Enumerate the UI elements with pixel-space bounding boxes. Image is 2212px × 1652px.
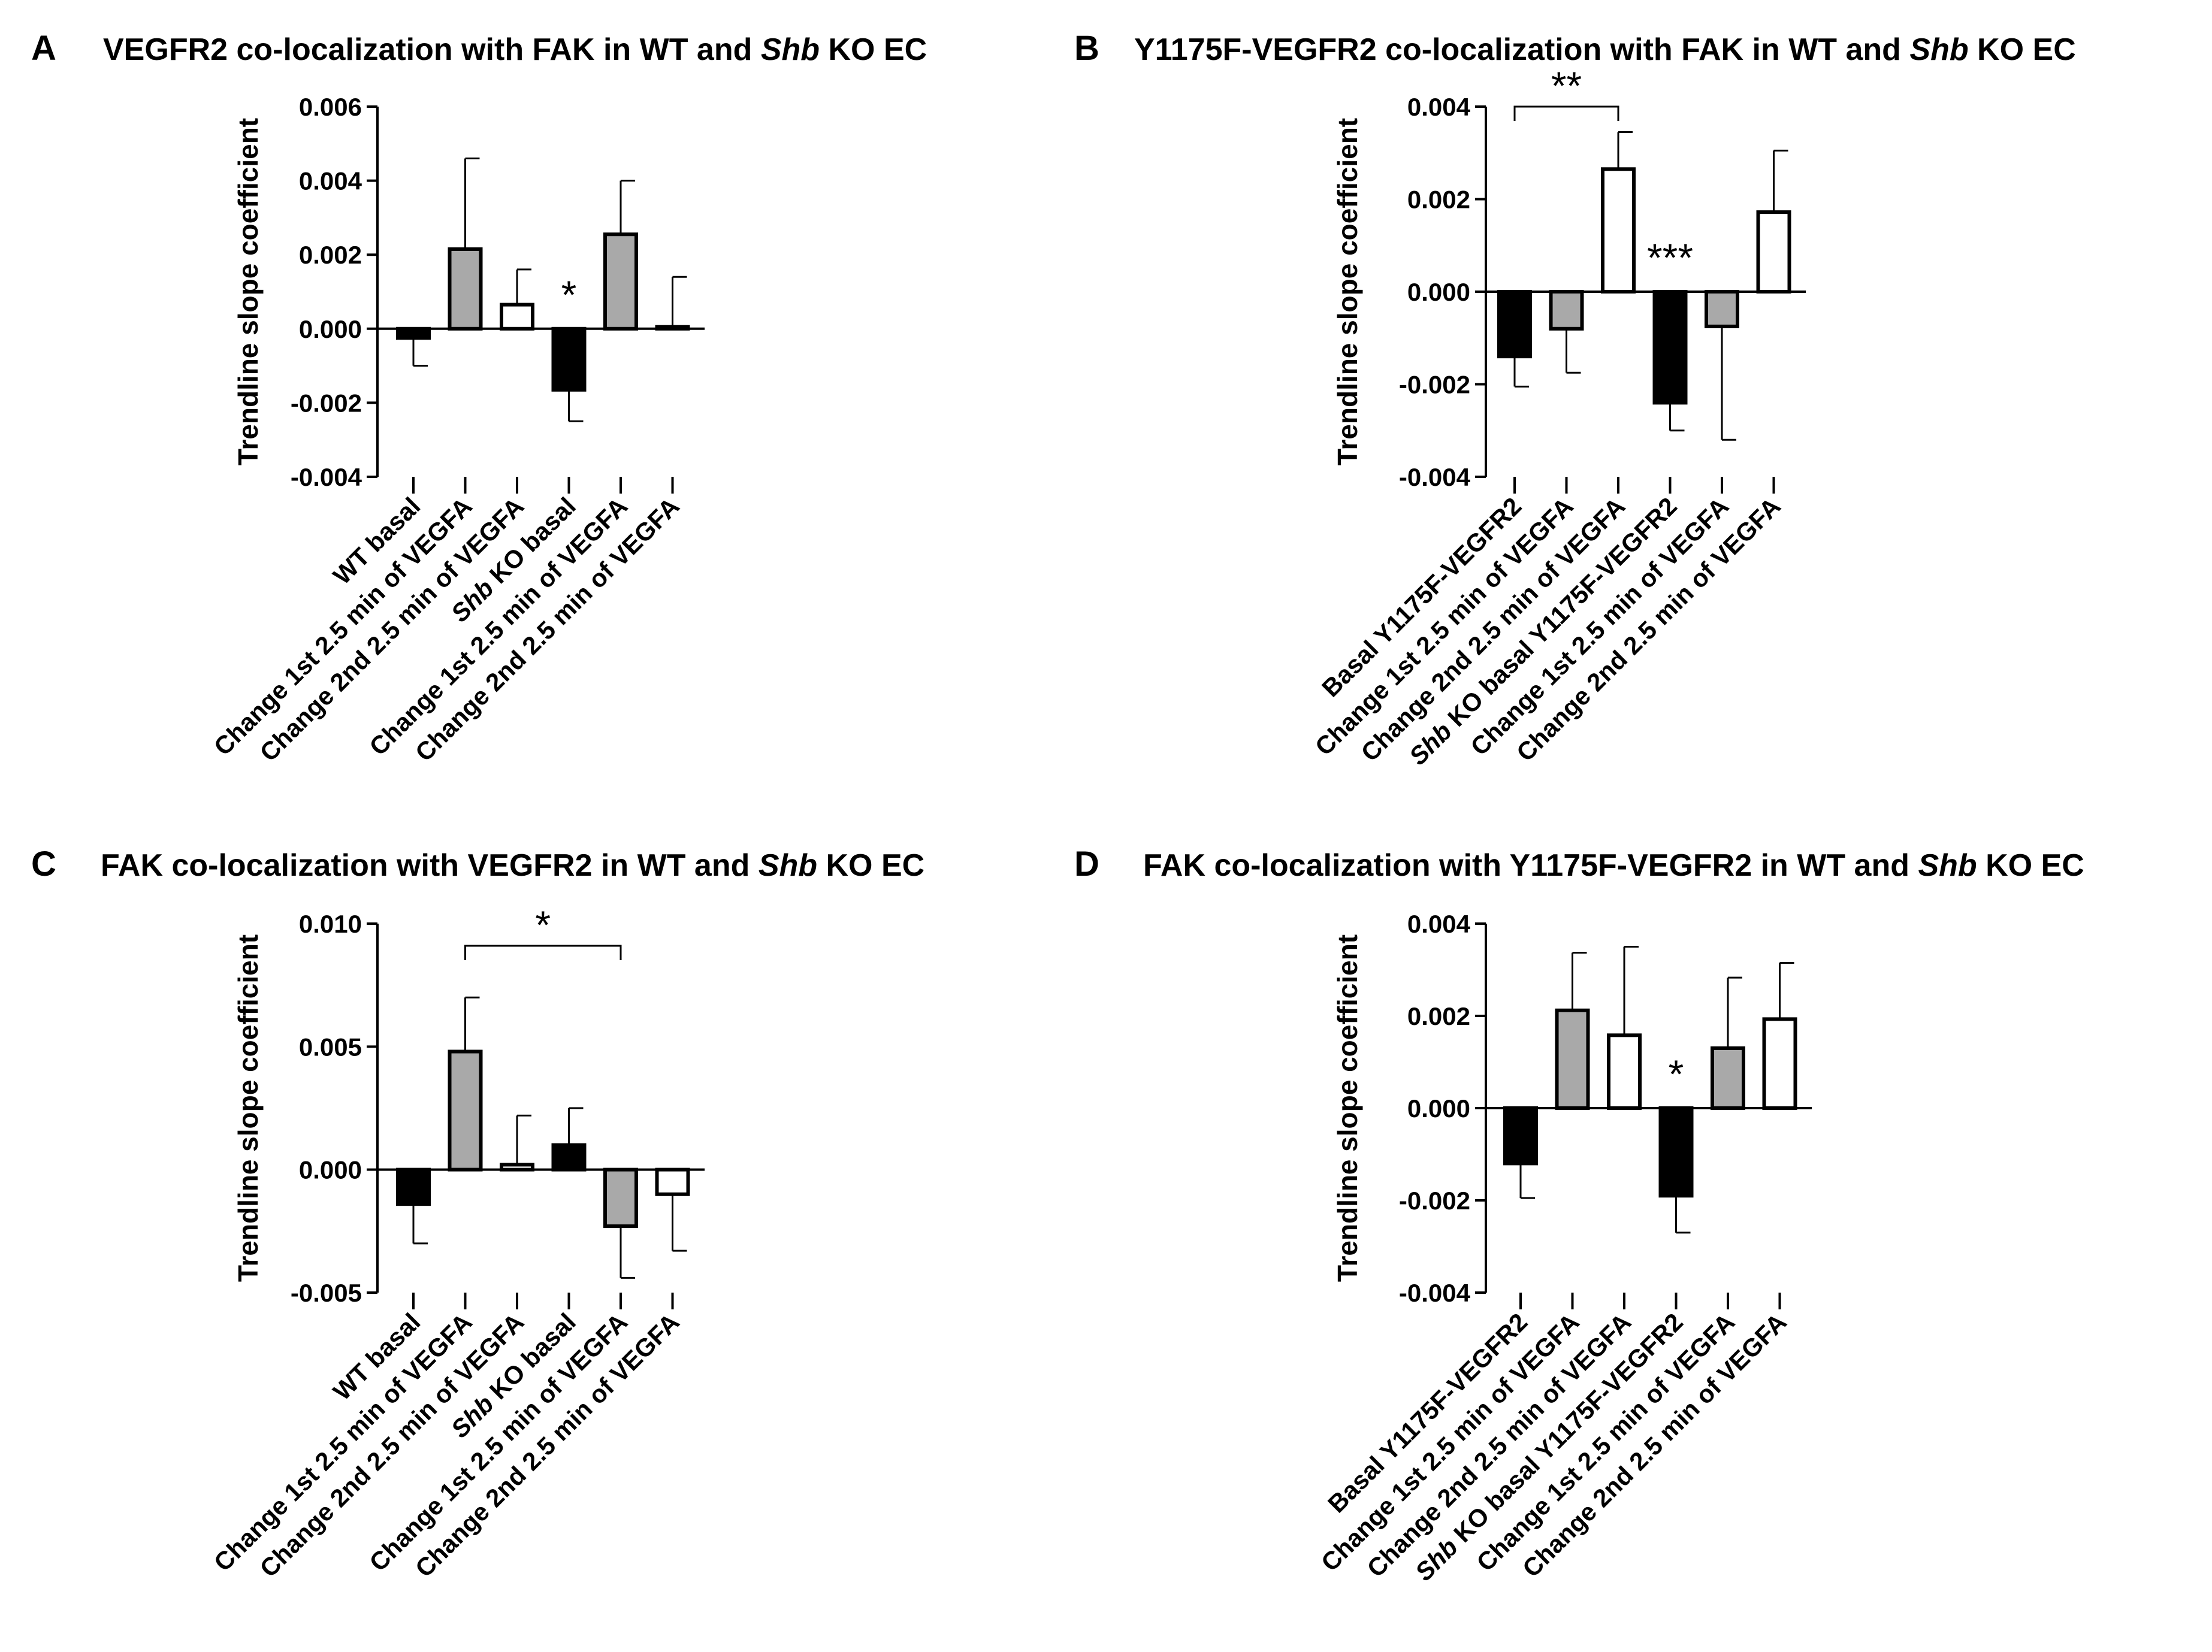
- y-tick-label: 0.004: [1407, 93, 1471, 121]
- bar: [500, 302, 534, 331]
- bar: [448, 1049, 483, 1172]
- bar: [1601, 167, 1636, 294]
- panel-title-part-1: Shb: [759, 848, 817, 883]
- y-tick-label: 0.000: [299, 1156, 362, 1184]
- y-tick-label: -0.004: [291, 463, 362, 491]
- y-tick-label: -0.004: [1399, 463, 1471, 491]
- bar: [1503, 1106, 1538, 1166]
- panel-title-part-0: FAK co-localization with VEGFR2 in WT an…: [101, 848, 759, 883]
- panel-title-part-1: Shb: [1918, 848, 1977, 883]
- panel-title-part-1: Shb: [761, 32, 820, 67]
- panel-a: A VEGFR2 co-localization with FAK in WT a…: [31, 29, 927, 767]
- panel-title-part-2: KO EC: [817, 848, 924, 883]
- bar: [603, 232, 638, 331]
- panel-b: B Y1175F-VEGFR2 co-localization with FAK …: [1074, 29, 2076, 770]
- significance-star: *: [561, 273, 577, 317]
- bar: [1705, 290, 1739, 328]
- y-tick-label: -0.002: [1399, 371, 1470, 399]
- bar: [1652, 290, 1688, 405]
- bar: [551, 326, 587, 392]
- bar: [1555, 1008, 1590, 1111]
- panel-title: FAK co-localization with VEGFR2 in WT an…: [101, 848, 924, 883]
- bar: [396, 326, 431, 340]
- y-tick-label: 0.000: [1407, 1094, 1470, 1122]
- panel-title-part-2: KO EC: [1977, 848, 2084, 883]
- y-tick-label: -0.005: [291, 1279, 362, 1307]
- bar: [551, 1143, 587, 1172]
- y-tick-label: 0.010: [299, 910, 362, 938]
- bar: [655, 1167, 690, 1196]
- significance-bracket: [1513, 105, 1619, 121]
- panel-title: Y1175F-VEGFR2 co-localization with FAK i…: [1134, 32, 2076, 67]
- y-tick-label: 0.002: [1407, 186, 1470, 214]
- bar: [448, 247, 483, 331]
- bar: [1756, 210, 1791, 294]
- panel-d: D FAK co-localization with Y1175F-VEGFR2 …: [1074, 845, 2084, 1586]
- panel-title: FAK co-localization with Y1175F-VEGFR2 i…: [1143, 848, 2084, 883]
- bar: [1607, 1033, 1642, 1110]
- y-tick-label: 0.006: [299, 93, 362, 121]
- significance-bracket: [464, 945, 622, 960]
- panel-letter: D: [1074, 845, 1099, 884]
- panel-title-part-0: Y1175F-VEGFR2 co-localization with FAK i…: [1134, 32, 1909, 67]
- y-tick-label: 0.000: [299, 315, 362, 343]
- panel-title-part-0: VEGFR2 co-localization with FAK in WT an…: [103, 32, 761, 67]
- y-axis-title: Trendline slope coefficient: [1332, 118, 1363, 465]
- y-tick-label: 0.004: [299, 167, 362, 195]
- bar: [1497, 290, 1532, 359]
- y-axis-title: Trendline slope coefficient: [232, 934, 264, 1282]
- bar: [603, 1167, 638, 1229]
- panel-title-part-2: KO EC: [1969, 32, 2076, 67]
- panel-title: VEGFR2 co-localization with FAK in WT an…: [103, 32, 927, 67]
- significance-star: *: [535, 903, 551, 947]
- bar: [396, 1167, 431, 1206]
- y-axis-title: Trendline slope coefficient: [232, 118, 264, 465]
- y-tick-label: 0.005: [299, 1033, 362, 1061]
- bar: [1711, 1046, 1745, 1111]
- bar: [1658, 1106, 1694, 1198]
- panel-title-part-2: KO EC: [820, 32, 927, 67]
- bar: [1762, 1017, 1797, 1111]
- y-tick-label: -0.004: [1399, 1279, 1471, 1307]
- y-axis-title: Trendline slope coefficient: [1332, 934, 1363, 1282]
- y-tick-label: 0.000: [1407, 278, 1470, 306]
- bar: [1549, 290, 1584, 331]
- y-tick-label: 0.002: [1407, 1002, 1470, 1030]
- y-tick-label: 0.002: [299, 241, 362, 269]
- y-tick-label: 0.004: [1407, 910, 1471, 938]
- y-tick-label: -0.002: [291, 389, 362, 417]
- significance-star: ***: [1647, 235, 1693, 280]
- significance-star: **: [1551, 63, 1582, 108]
- panel-letter: A: [31, 29, 56, 68]
- y-tick-label: -0.002: [1399, 1187, 1470, 1215]
- panel-title-part-0: FAK co-localization with Y1175F-VEGFR2 i…: [1143, 848, 1918, 883]
- panel-c: C FAK co-localization with VEGFR2 in WT a…: [31, 845, 924, 1583]
- panel-letter: B: [1074, 29, 1099, 68]
- significance-star: *: [1669, 1052, 1684, 1096]
- panel-letter: C: [31, 845, 56, 884]
- panel-title-part-1: Shb: [1909, 32, 1968, 67]
